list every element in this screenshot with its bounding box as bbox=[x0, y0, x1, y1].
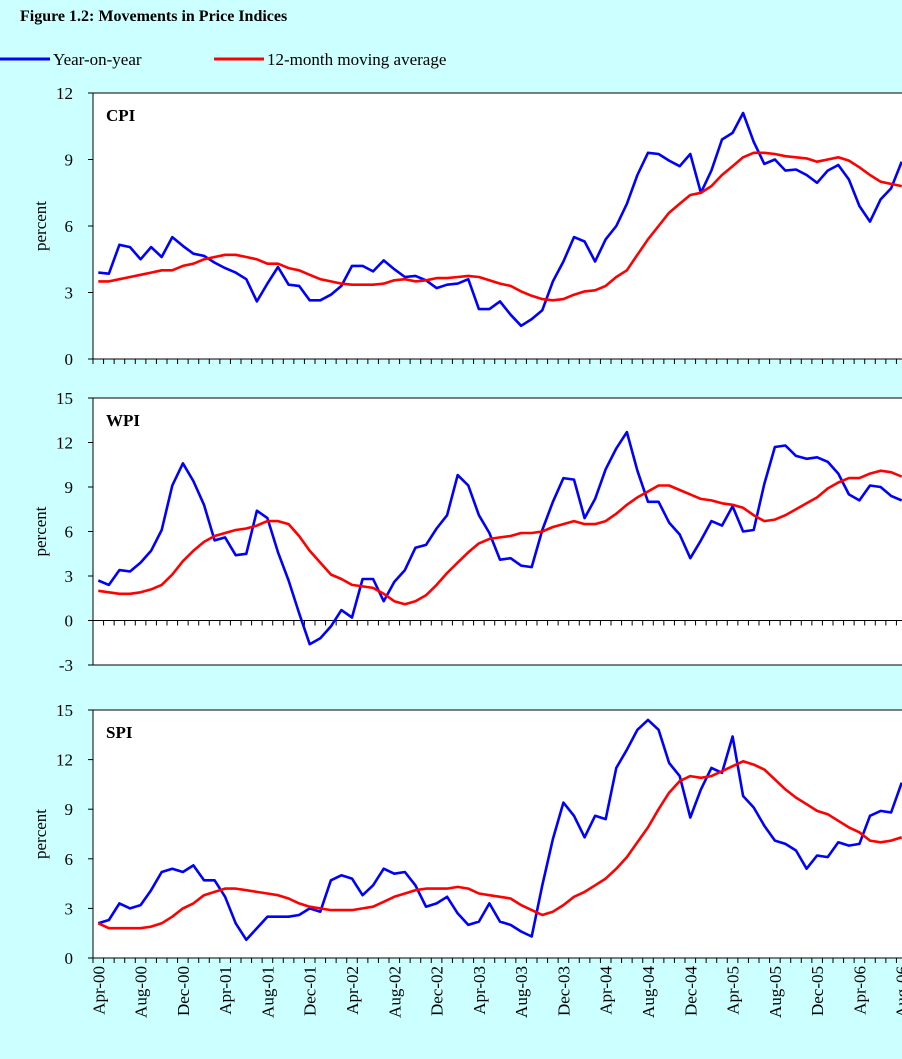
panel-label: WPI bbox=[106, 411, 140, 430]
y-tick-label: 0 bbox=[65, 612, 74, 631]
series-line bbox=[98, 111, 902, 328]
x-tick-label: Dec-04 bbox=[681, 966, 700, 1017]
x-tick-label: Aug-01 bbox=[258, 966, 277, 1018]
x-tick-label: Dec-01 bbox=[301, 966, 320, 1016]
panel-label: CPI bbox=[106, 106, 136, 125]
y-axis-label: percent bbox=[31, 201, 50, 251]
series-line bbox=[97, 430, 902, 646]
y-tick-label: 3 bbox=[65, 567, 74, 586]
x-tick-label: Apr-06 bbox=[850, 966, 869, 1015]
y-tick-label: 6 bbox=[65, 523, 74, 542]
legend-label: 12-month moving average bbox=[267, 50, 446, 69]
x-tick-label: Aug-02 bbox=[385, 966, 404, 1018]
x-tick-label: Dec-02 bbox=[428, 966, 447, 1016]
x-tick-label: Aug-03 bbox=[512, 966, 531, 1018]
y-tick-label: 9 bbox=[65, 478, 74, 497]
y-tick-label: 3 bbox=[65, 284, 74, 303]
series-line bbox=[98, 469, 902, 606]
y-tick-label: 12 bbox=[56, 84, 73, 103]
y-axis-label: percent bbox=[31, 506, 50, 556]
y-tick-label: 6 bbox=[65, 217, 74, 236]
x-tick-label: Apr-04 bbox=[597, 966, 616, 1015]
y-tick-label: 3 bbox=[65, 899, 74, 918]
plot-area bbox=[92, 397, 902, 666]
x-tick-label: Apr-02 bbox=[343, 966, 362, 1015]
y-tick-label: 0 bbox=[65, 350, 74, 369]
series-line bbox=[97, 718, 902, 942]
x-tick-label: Aug-06 bbox=[893, 966, 902, 1018]
x-tick-label: Dec-05 bbox=[808, 966, 827, 1016]
x-tick-label: Dec-00 bbox=[174, 966, 193, 1016]
panel-label: SPI bbox=[106, 723, 133, 742]
y-tick-label: 12 bbox=[56, 751, 73, 770]
legend-label: Year-on-year bbox=[53, 50, 142, 69]
x-tick-label: Aug-04 bbox=[639, 966, 658, 1018]
series-line bbox=[97, 760, 902, 930]
x-tick-label: Apr-00 bbox=[89, 966, 108, 1015]
y-tick-label: 9 bbox=[65, 800, 74, 819]
y-tick-label: 15 bbox=[56, 389, 73, 408]
y-tick-label: 6 bbox=[65, 850, 74, 869]
y-tick-label: -3 bbox=[59, 656, 73, 675]
x-tick-label: Apr-03 bbox=[470, 966, 489, 1015]
x-tick-label: Aug-00 bbox=[132, 966, 151, 1018]
plot-area bbox=[92, 709, 902, 959]
x-tick-label: Apr-01 bbox=[216, 966, 235, 1015]
figure-title: Figure 1.2: Movements in Price Indices bbox=[20, 8, 287, 25]
y-tick-label: 0 bbox=[65, 949, 74, 968]
y-tick-label: 12 bbox=[56, 434, 73, 453]
y-tick-label: 15 bbox=[56, 701, 73, 720]
y-tick-label: 9 bbox=[65, 151, 74, 170]
x-tick-label: Apr-05 bbox=[724, 966, 743, 1015]
x-tick-label: Dec-03 bbox=[554, 966, 573, 1016]
x-tick-label: Aug-05 bbox=[766, 966, 785, 1018]
series-line bbox=[98, 151, 902, 302]
plot-area bbox=[92, 92, 902, 360]
y-axis-label: percent bbox=[31, 809, 50, 859]
